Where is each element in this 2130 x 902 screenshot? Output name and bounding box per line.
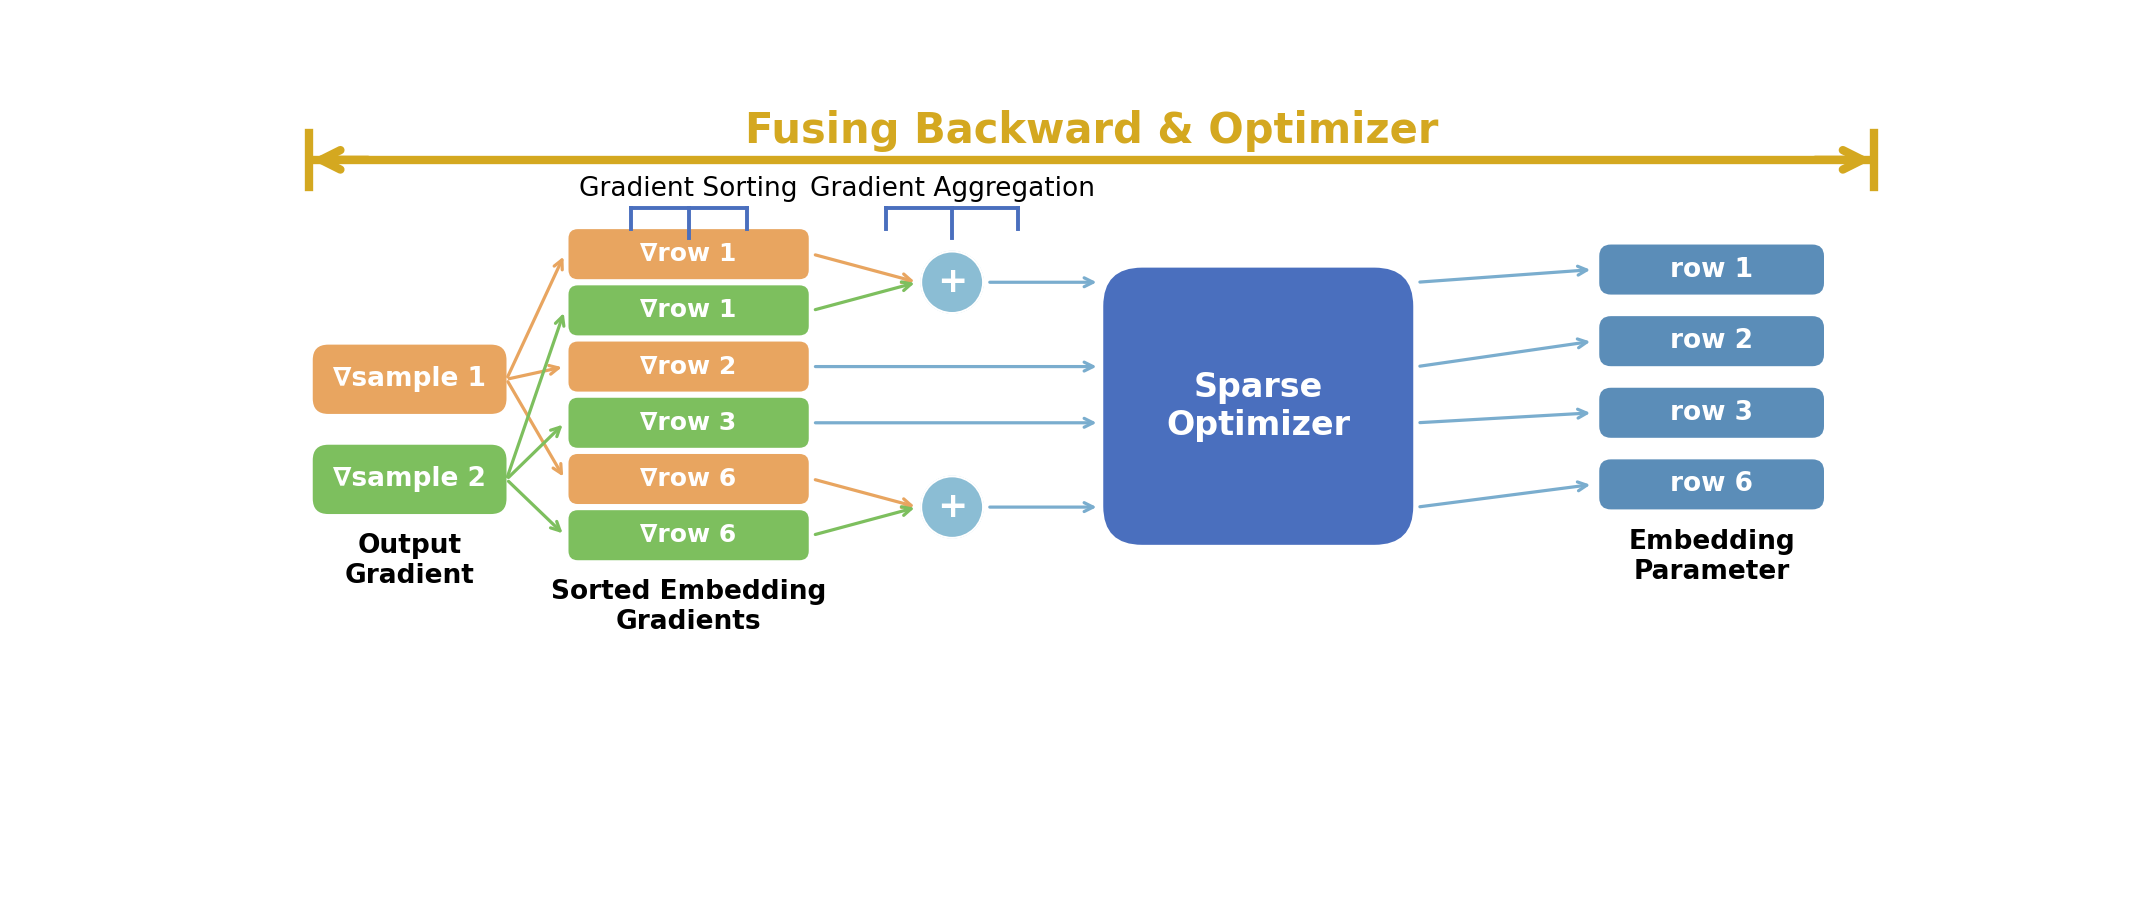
Text: ∇row 6: ∇row 6 <box>641 467 737 491</box>
FancyBboxPatch shape <box>569 342 809 391</box>
Text: Gradient Sorting: Gradient Sorting <box>579 176 799 202</box>
FancyBboxPatch shape <box>313 445 507 514</box>
Text: Fusing Backward & Optimizer: Fusing Backward & Optimizer <box>746 110 1438 152</box>
Text: +: + <box>937 490 967 524</box>
Circle shape <box>920 476 984 538</box>
Text: ∇row 1: ∇row 1 <box>641 242 737 266</box>
FancyBboxPatch shape <box>1600 316 1823 366</box>
Text: ∇row 6: ∇row 6 <box>641 523 737 548</box>
FancyBboxPatch shape <box>1600 388 1823 437</box>
FancyBboxPatch shape <box>1600 459 1823 510</box>
Text: ∇row 3: ∇row 3 <box>641 410 737 435</box>
Text: ∇sample 1: ∇sample 1 <box>332 366 486 392</box>
FancyBboxPatch shape <box>569 454 809 504</box>
Text: +: + <box>937 265 967 299</box>
Circle shape <box>920 252 984 313</box>
FancyBboxPatch shape <box>569 229 809 280</box>
FancyBboxPatch shape <box>569 285 809 336</box>
Text: ∇row 2: ∇row 2 <box>641 354 737 379</box>
Text: row 3: row 3 <box>1670 400 1753 426</box>
FancyBboxPatch shape <box>569 398 809 447</box>
Text: row 6: row 6 <box>1670 472 1753 497</box>
Text: Embedding
Parameter: Embedding Parameter <box>1627 529 1796 584</box>
Text: ∇row 1: ∇row 1 <box>641 299 737 322</box>
Text: Sorted Embedding
Gradients: Sorted Embedding Gradients <box>552 579 826 636</box>
Text: Output
Gradient: Output Gradient <box>345 533 475 589</box>
Text: Gradient Aggregation: Gradient Aggregation <box>809 176 1095 202</box>
Text: Sparse
Optimizer: Sparse Optimizer <box>1167 371 1350 442</box>
Text: ∇sample 2: ∇sample 2 <box>332 466 486 492</box>
Text: row 2: row 2 <box>1670 328 1753 354</box>
FancyBboxPatch shape <box>313 345 507 414</box>
FancyBboxPatch shape <box>1103 268 1412 545</box>
FancyBboxPatch shape <box>569 511 809 560</box>
Text: row 1: row 1 <box>1670 256 1753 282</box>
FancyBboxPatch shape <box>1600 244 1823 295</box>
